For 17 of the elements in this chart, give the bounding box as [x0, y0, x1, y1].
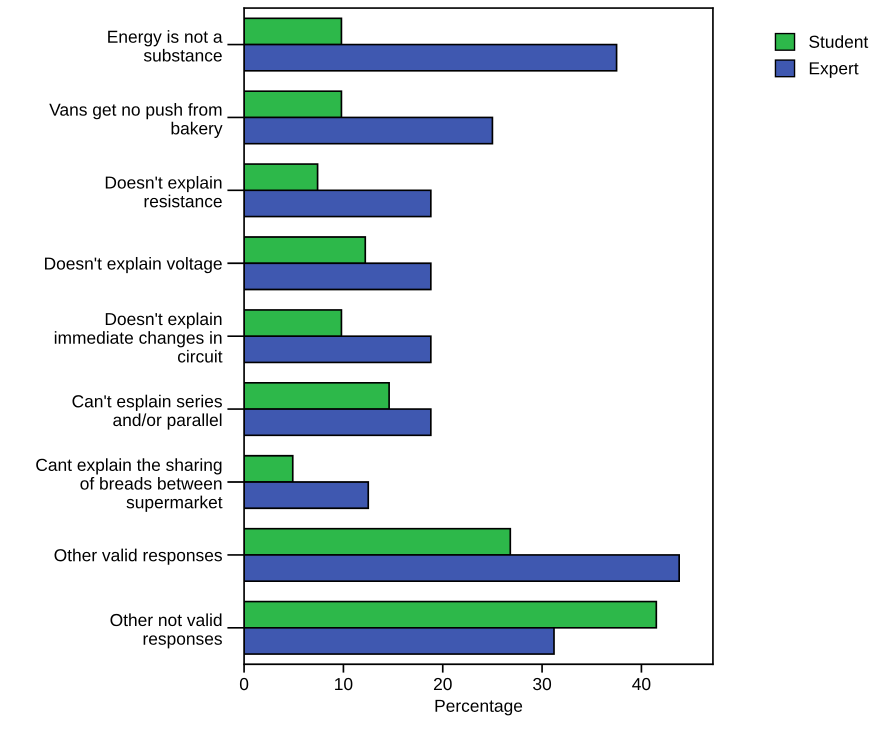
y-tick-label: Vans get no push from bakery — [49, 103, 223, 138]
y-tick-label: Can't esplain series and/or parallel — [72, 394, 222, 430]
x-tick-label: 0 — [240, 678, 248, 690]
y-tick-label: Other valid responses — [54, 548, 222, 565]
y-tick-label: Energy is not a substance — [108, 30, 223, 62]
y-tick-label: Other not valid responses — [110, 613, 222, 648]
x-tick-label: 30 — [533, 678, 552, 690]
y-tick-label: Doesn't explain immediate changes in circuit — [54, 312, 222, 363]
x-tick-label: 10 — [335, 678, 352, 690]
x-tick-label: 40 — [632, 678, 650, 690]
legend-label: Expert — [810, 62, 858, 78]
y-tick-label: Doesn't explain resistance — [106, 176, 222, 208]
x-tick-label: 20 — [434, 678, 452, 690]
y-tick-label: Cant explain the sharing of breads between supermarket — [36, 458, 222, 512]
y-tick-label: Doesn't explain voltage — [45, 256, 222, 274]
legend-label: Student — [809, 35, 868, 48]
x-axis-title: Percentage — [436, 700, 522, 716]
